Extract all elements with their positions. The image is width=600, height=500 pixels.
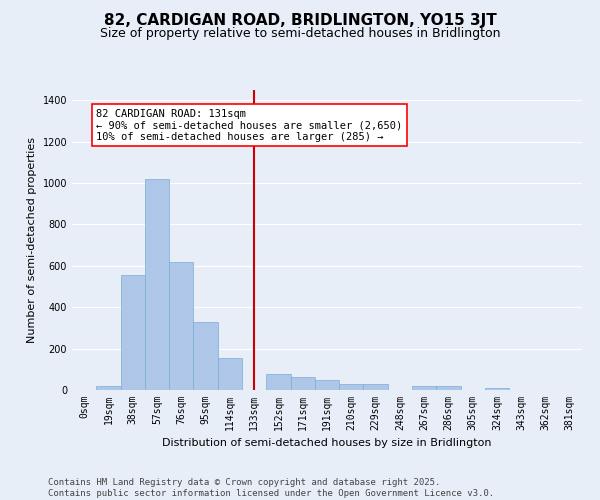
Text: Contains HM Land Registry data © Crown copyright and database right 2025.
Contai: Contains HM Land Registry data © Crown c…	[48, 478, 494, 498]
Bar	[485, 388, 509, 390]
Bar	[339, 384, 364, 390]
X-axis label: Distribution of semi-detached houses by size in Bridlington: Distribution of semi-detached houses by …	[162, 438, 492, 448]
Text: 82 CARDIGAN ROAD: 131sqm
← 90% of semi-detached houses are smaller (2,650)
10% o: 82 CARDIGAN ROAD: 131sqm ← 90% of semi-d…	[96, 108, 403, 142]
Bar	[121, 275, 145, 390]
Bar	[315, 380, 339, 390]
Bar	[412, 386, 436, 390]
Bar	[436, 386, 461, 390]
Bar	[364, 384, 388, 390]
Bar	[193, 322, 218, 390]
Text: Size of property relative to semi-detached houses in Bridlington: Size of property relative to semi-detach…	[100, 28, 500, 40]
Bar	[218, 358, 242, 390]
Y-axis label: Number of semi-detached properties: Number of semi-detached properties	[27, 137, 37, 343]
Bar	[96, 386, 121, 390]
Text: 82, CARDIGAN ROAD, BRIDLINGTON, YO15 3JT: 82, CARDIGAN ROAD, BRIDLINGTON, YO15 3JT	[104, 12, 496, 28]
Bar	[145, 179, 169, 390]
Bar	[266, 374, 290, 390]
Bar	[169, 262, 193, 390]
Bar	[290, 376, 315, 390]
